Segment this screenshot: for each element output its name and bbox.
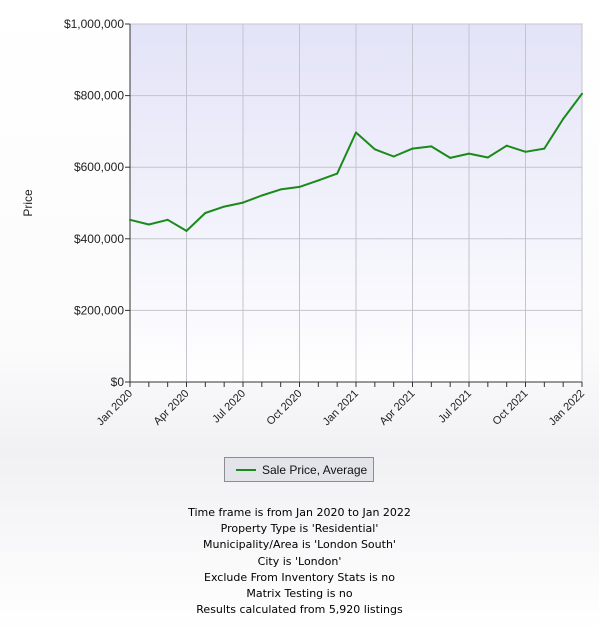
data-point <box>317 179 320 182</box>
note-results-count: Results calculated from 5,920 listings <box>196 603 403 617</box>
data-point <box>430 145 433 148</box>
y-axis-title: Price <box>21 189 35 217</box>
data-point <box>185 229 188 232</box>
legend-line-swatch <box>236 468 256 471</box>
note-property-type: Property Type is 'Residential' <box>220 522 379 536</box>
x-tick-label: Jan 2021 <box>321 388 361 428</box>
y-tick-label: $1,000,000 <box>64 17 124 31</box>
x-tick-label: Jul 2020 <box>210 388 248 426</box>
data-point <box>166 218 169 221</box>
chart-notes: Time frame is from Jan 2020 to Jan 2022 … <box>0 505 599 618</box>
note-matrix-testing: Matrix Testing is no <box>246 587 353 601</box>
note-municipality: Municipality/Area is 'London South' <box>203 538 396 552</box>
legend: Sale Price, Average <box>224 457 374 482</box>
x-tick-label: Apr 2021 <box>378 388 418 428</box>
data-point <box>223 205 226 208</box>
data-point <box>298 185 301 188</box>
data-point <box>204 212 207 215</box>
y-tick-label: $0 <box>111 375 125 389</box>
data-point <box>373 148 376 151</box>
data-point <box>581 92 583 95</box>
data-point <box>242 201 244 204</box>
x-tick-label: Oct 2021 <box>491 388 531 428</box>
data-point <box>260 194 263 197</box>
y-tick-label: $600,000 <box>74 160 124 174</box>
data-point <box>524 150 527 153</box>
data-point <box>468 152 470 155</box>
data-point <box>355 131 357 134</box>
data-point <box>486 156 489 159</box>
y-tick-label: $200,000 <box>74 303 124 317</box>
y-tick-label: $400,000 <box>74 232 124 246</box>
data-point <box>449 156 452 159</box>
data-point <box>147 223 150 226</box>
data-point <box>392 155 395 158</box>
data-point <box>505 144 508 147</box>
legend-label: Sale Price, Average <box>262 462 368 477</box>
y-tick-label: $800,000 <box>74 89 124 103</box>
data-point <box>336 172 339 175</box>
price-chart: $1,000,000 $800,000 $600,000 $400,000 $200,0… <box>21 17 587 428</box>
x-tick-label: Jan 2022 <box>547 388 587 428</box>
note-city: City is 'London' <box>257 554 342 568</box>
x-tick-label: Apr 2020 <box>152 388 192 428</box>
x-tick-label: Jan 2020 <box>95 388 135 428</box>
note-exclude-inventory: Exclude From Inventory Stats is no <box>204 570 395 584</box>
data-point <box>279 188 282 191</box>
x-tick-label: Jul 2021 <box>436 388 474 426</box>
data-point <box>562 117 565 120</box>
data-point <box>411 147 414 150</box>
note-timeframe: Time frame is from Jan 2020 to Jan 2022 <box>188 506 411 519</box>
x-tick-label: Oct 2020 <box>265 388 305 428</box>
data-point <box>129 218 131 221</box>
data-point <box>543 147 546 150</box>
